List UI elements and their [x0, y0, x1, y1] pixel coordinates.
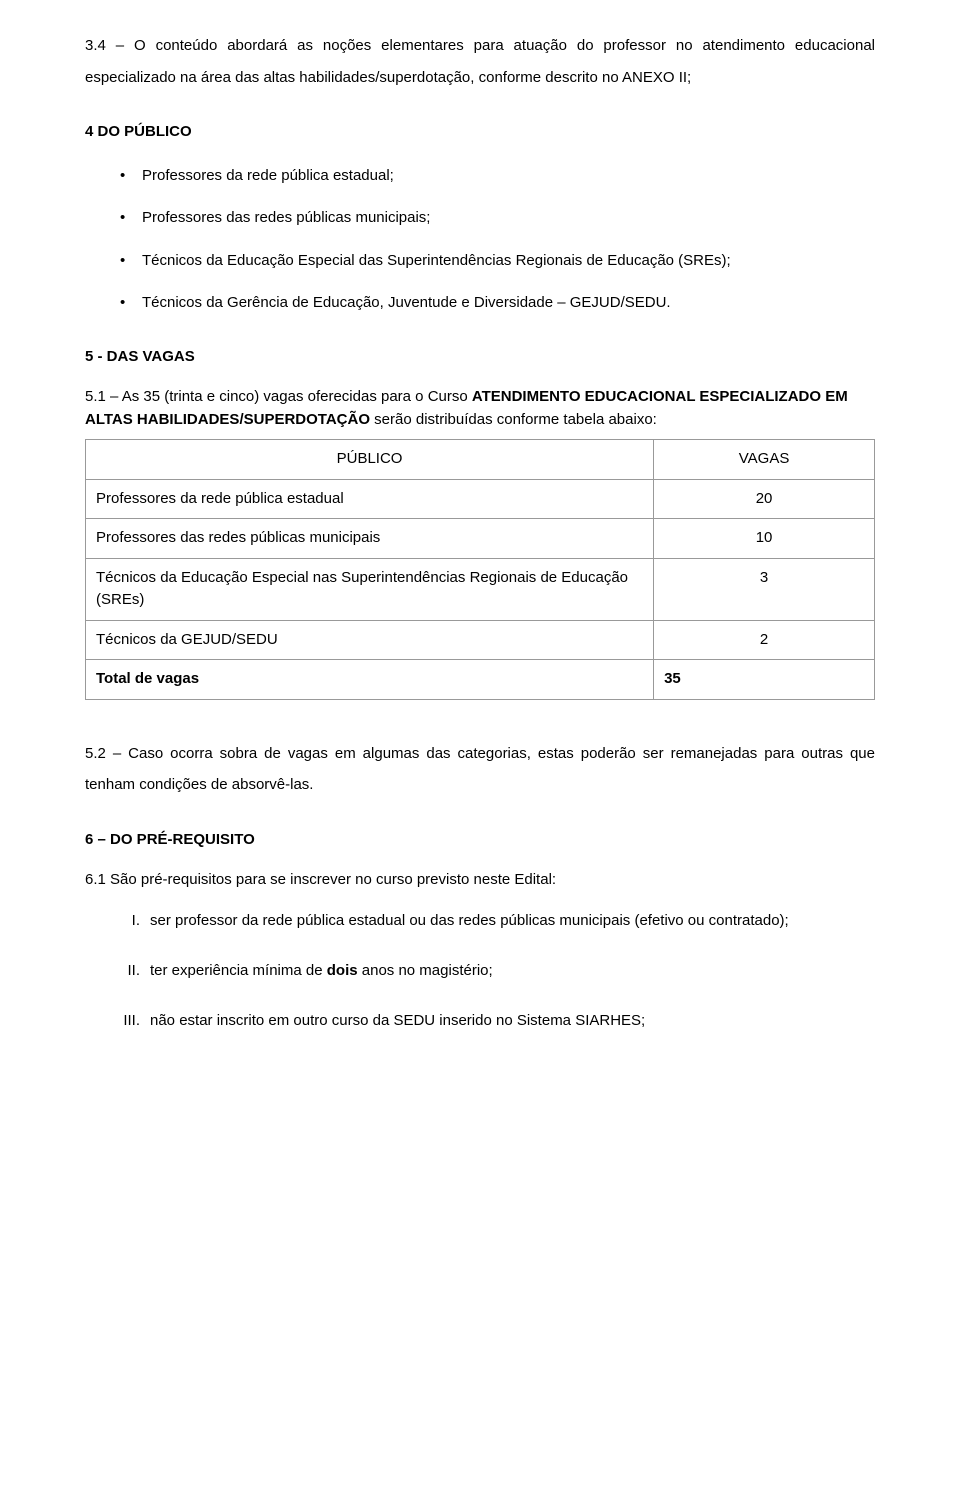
table-cell-label: Técnicos da Educação Especial nas Superi…	[86, 558, 654, 620]
table-header-row: PÚBLICO VAGAS	[86, 440, 875, 480]
para-5-1-prefix: 5.1 – As 35 (trinta e cinco) vagas ofere…	[85, 388, 472, 405]
bullet-list-4: Professores da rede pública estadual; Pr…	[85, 162, 875, 318]
paragraph-6-1: 6.1 São pré-requisitos para se inscrever…	[85, 869, 875, 892]
table-cell-label: Professores da rede pública estadual	[86, 479, 654, 519]
table-row: Professores das redes públicas municipai…	[86, 519, 875, 559]
table-row: Professores da rede pública estadual 20	[86, 479, 875, 519]
roman-text: ser professor da rede pública estadual o…	[150, 912, 789, 929]
roman-text-bold: dois	[327, 962, 358, 979]
table-cell-label: Técnicos da GEJUD/SEDU	[86, 620, 654, 660]
roman-item-ii: II. ter experiência mínima de dois anos …	[110, 956, 875, 986]
heading-4: 4 DO PÚBLICO	[85, 121, 875, 144]
list-item: Técnicos da Gerência de Educação, Juvent…	[120, 289, 875, 318]
list-item: Professores da rede pública estadual;	[120, 162, 875, 191]
roman-list: I. ser professor da rede pública estadua…	[85, 906, 875, 1036]
paragraph-5-2: 5.2 – Caso ocorra sobra de vagas em algu…	[85, 738, 875, 801]
table-cell-value: 10	[654, 519, 875, 559]
heading-5: 5 - DAS VAGAS	[85, 346, 875, 369]
paragraph-3-4: 3.4 – O conteúdo abordará as noções elem…	[85, 30, 875, 93]
table-total-row: Total de vagas 35	[86, 660, 875, 700]
roman-text-pre: ter experiência mínima de	[150, 962, 327, 979]
table-total-value: 35	[654, 660, 875, 700]
table-cell-label: Professores das redes públicas municipai…	[86, 519, 654, 559]
roman-marker: II.	[110, 956, 140, 986]
table-cell-value: 20	[654, 479, 875, 519]
table-cell-value: 3	[654, 558, 875, 620]
paragraph-5-1: 5.1 – As 35 (trinta e cinco) vagas ofere…	[85, 386, 875, 431]
vagas-table: PÚBLICO VAGAS Professores da rede públic…	[85, 439, 875, 700]
heading-6: 6 – DO PRÉ-REQUISITO	[85, 829, 875, 852]
list-item: Técnicos da Educação Especial das Superi…	[120, 247, 875, 276]
list-item: Professores das redes públicas municipai…	[120, 204, 875, 233]
roman-item-iii: III. não estar inscrito em outro curso d…	[110, 1006, 875, 1036]
table-cell-value: 2	[654, 620, 875, 660]
roman-text: não estar inscrito em outro curso da SED…	[150, 1012, 645, 1029]
roman-marker: III.	[110, 1006, 140, 1036]
table-row: Técnicos da Educação Especial nas Superi…	[86, 558, 875, 620]
roman-item-i: I. ser professor da rede pública estadua…	[110, 906, 875, 936]
table-row: Técnicos da GEJUD/SEDU 2	[86, 620, 875, 660]
roman-marker: I.	[110, 906, 140, 936]
para-5-1-suffix: serão distribuídas conforme tabela abaix…	[370, 411, 657, 428]
roman-text-post: anos no magistério;	[358, 962, 493, 979]
table-header-publico: PÚBLICO	[86, 440, 654, 480]
table-header-vagas: VAGAS	[654, 440, 875, 480]
table-total-label: Total de vagas	[86, 660, 654, 700]
